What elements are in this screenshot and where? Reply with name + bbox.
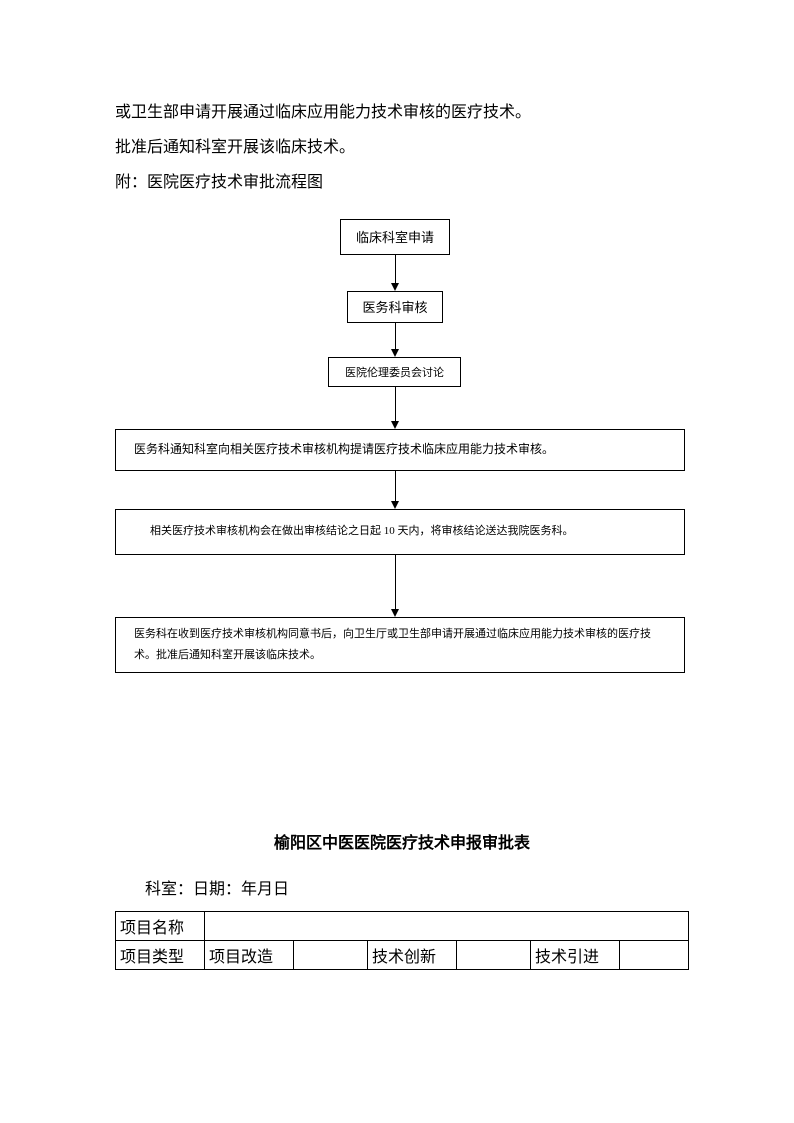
paragraph-line-2: 批准后通知科室开展该临床技术。 <box>115 130 689 165</box>
flow-node-n3: 医院伦理委员会讨论 <box>328 357 461 387</box>
cell-opt1-blank <box>294 940 368 969</box>
flow-node-n4: 医务科通知科室向相关医疗技术审核机构提请医疗技术临床应用能力技术审核。 <box>115 429 685 471</box>
flow-arrow-head-1 <box>391 349 399 357</box>
flow-node-n2: 医务科审核 <box>347 291 443 323</box>
flow-arrow-head-3 <box>391 501 399 509</box>
flow-arrow-head-0 <box>391 283 399 291</box>
flow-arrow-line-3 <box>395 471 396 501</box>
flow-node-n6: 医务科在收到医疗技术审核机构同意书后，向卫生厅或卫生部申请开展通过临床应用能力技… <box>115 617 685 673</box>
table-row: 项目名称 <box>116 911 689 940</box>
flow-arrow-head-4 <box>391 609 399 617</box>
form-title: 榆阳区中医医院医疗技术申报审批表 <box>115 829 689 853</box>
cell-opt3-blank <box>620 940 689 969</box>
flow-arrow-line-4 <box>395 555 396 609</box>
approval-table: 项目名称 项目类型 项目改造 技术创新 技术引进 <box>115 911 689 970</box>
flow-arrow-line-0 <box>395 255 396 283</box>
flow-arrow-head-2 <box>391 421 399 429</box>
paragraph-line-3: 附：医院医疗技术审批流程图 <box>115 165 689 200</box>
flow-node-n1: 临床科室申请 <box>340 219 450 255</box>
cell-project-name-label: 项目名称 <box>116 911 205 940</box>
cell-opt3: 技术引进 <box>531 940 620 969</box>
flow-arrow-line-1 <box>395 323 396 349</box>
flowchart: 临床科室申请医务科审核医院伦理委员会讨论医务科通知科室向相关医疗技术审核机构提请… <box>115 219 685 759</box>
cell-project-name-value <box>205 911 689 940</box>
flow-arrow-line-2 <box>395 387 396 421</box>
cell-project-type-label: 项目类型 <box>116 940 205 969</box>
cell-opt1: 项目改造 <box>205 940 294 969</box>
flow-node-n5: 相关医疗技术审核机构会在做出审核结论之日起 10 天内，将审核结论送达我院医务科… <box>115 509 685 555</box>
form-header-line: 科室：日期：年月日 <box>145 875 689 899</box>
table-row: 项目类型 项目改造 技术创新 技术引进 <box>116 940 689 969</box>
paragraph-line-1: 或卫生部申请开展通过临床应用能力技术审核的医疗技术。 <box>115 95 689 130</box>
cell-opt2: 技术创新 <box>368 940 457 969</box>
cell-opt2-blank <box>457 940 531 969</box>
